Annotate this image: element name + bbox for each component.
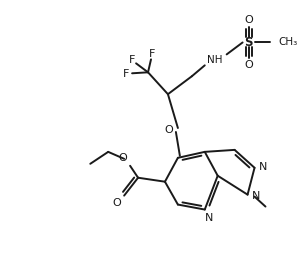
Text: F: F — [123, 69, 129, 79]
Text: N: N — [204, 214, 213, 224]
Text: S: S — [244, 36, 253, 49]
Text: N: N — [252, 190, 261, 201]
Text: F: F — [129, 55, 135, 65]
Text: O: O — [113, 198, 121, 208]
Text: F: F — [149, 49, 155, 59]
Text: CH₃: CH₃ — [278, 37, 298, 47]
Text: NH: NH — [207, 55, 222, 65]
Text: O: O — [165, 125, 173, 135]
Text: N: N — [259, 162, 268, 172]
Text: O: O — [244, 14, 253, 25]
Text: O: O — [244, 60, 253, 70]
Text: O: O — [119, 153, 128, 163]
